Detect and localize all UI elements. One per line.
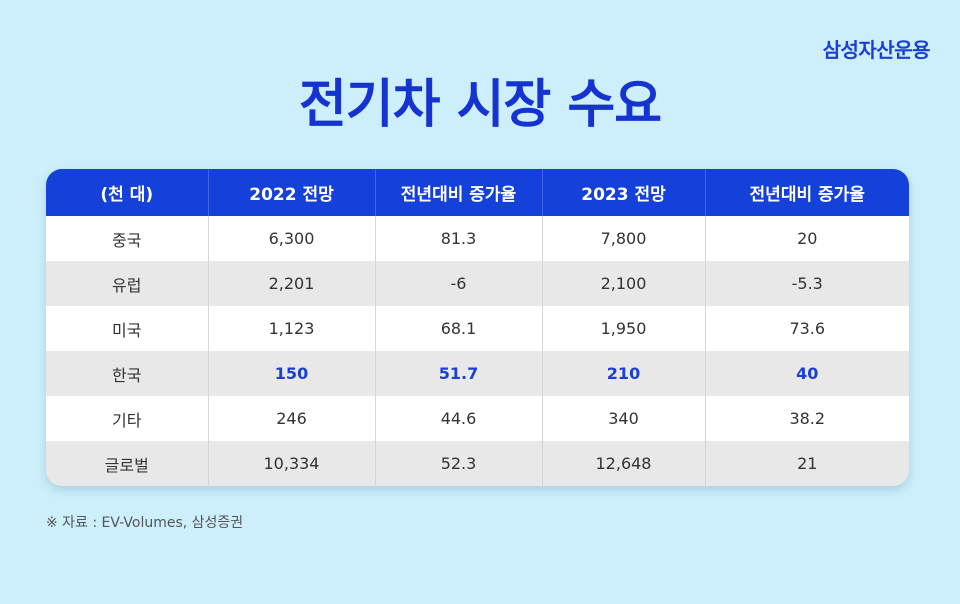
cell-value: 2,201 bbox=[208, 261, 376, 306]
cell-value: 81.3 bbox=[375, 216, 543, 261]
source-note: ※ 자료 : EV-Volumes, 삼성증권 bbox=[46, 515, 244, 531]
cell-value: 44.6 bbox=[375, 396, 543, 441]
cell-value: 6,300 bbox=[208, 216, 376, 261]
cell-value: 68.1 bbox=[375, 306, 543, 351]
cell-value: 73.6 bbox=[705, 306, 909, 351]
cell-value-highlighted: 210 bbox=[542, 351, 706, 396]
cell-value-highlighted: 51.7 bbox=[375, 351, 543, 396]
cell-value-highlighted: 150 bbox=[208, 351, 376, 396]
row-label: 미국 bbox=[46, 306, 209, 351]
header-2022-forecast: 2022 전망 bbox=[208, 169, 376, 216]
cell-value: 20 bbox=[705, 216, 909, 261]
cell-value: 7,800 bbox=[542, 216, 706, 261]
table-row: 중국 6,300 81.3 7,800 20 bbox=[46, 216, 909, 261]
cell-value: 52.3 bbox=[375, 441, 543, 486]
table-row: 기타 246 44.6 340 38.2 bbox=[46, 396, 909, 441]
cell-value: -5.3 bbox=[705, 261, 909, 306]
demand-table: (천 대) 2022 전망 전년대비 증가율 2023 전망 전년대비 증가율 … bbox=[46, 169, 909, 486]
table-row: 유럽 2,201 -6 2,100 -5.3 bbox=[46, 261, 909, 306]
row-label: 한국 bbox=[46, 351, 209, 396]
row-label: 글로벌 bbox=[46, 441, 209, 486]
table-row: 미국 1,123 68.1 1,950 73.6 bbox=[46, 306, 909, 351]
table-row-highlighted: 한국 150 51.7 210 40 bbox=[46, 351, 909, 396]
row-label: 유럽 bbox=[46, 261, 209, 306]
header-yoy-growth-2023: 전년대비 증가율 bbox=[705, 169, 909, 216]
cell-value-highlighted: 40 bbox=[705, 351, 909, 396]
cell-value: 340 bbox=[542, 396, 706, 441]
table-row: 글로벌 10,334 52.3 12,648 21 bbox=[46, 441, 909, 486]
cell-value: 12,648 bbox=[542, 441, 706, 486]
cell-value: 2,100 bbox=[542, 261, 706, 306]
row-label: 중국 bbox=[46, 216, 209, 261]
table-header-row: (천 대) 2022 전망 전년대비 증가율 2023 전망 전년대비 증가율 bbox=[46, 169, 909, 216]
header-yoy-growth-2022: 전년대비 증가율 bbox=[375, 169, 543, 216]
brand-logo-text: 삼성자산운용 bbox=[822, 38, 931, 62]
cell-value: 38.2 bbox=[705, 396, 909, 441]
cell-value: -6 bbox=[375, 261, 543, 306]
page-title: 전기차 시장 수요 bbox=[298, 75, 662, 135]
cell-value: 1,950 bbox=[542, 306, 706, 351]
cell-value: 10,334 bbox=[208, 441, 376, 486]
row-label: 기타 bbox=[46, 396, 209, 441]
cell-value: 21 bbox=[705, 441, 909, 486]
cell-value: 246 bbox=[208, 396, 376, 441]
header-unit: (천 대) bbox=[46, 169, 209, 216]
cell-value: 1,123 bbox=[208, 306, 376, 351]
header-2023-forecast: 2023 전망 bbox=[542, 169, 706, 216]
